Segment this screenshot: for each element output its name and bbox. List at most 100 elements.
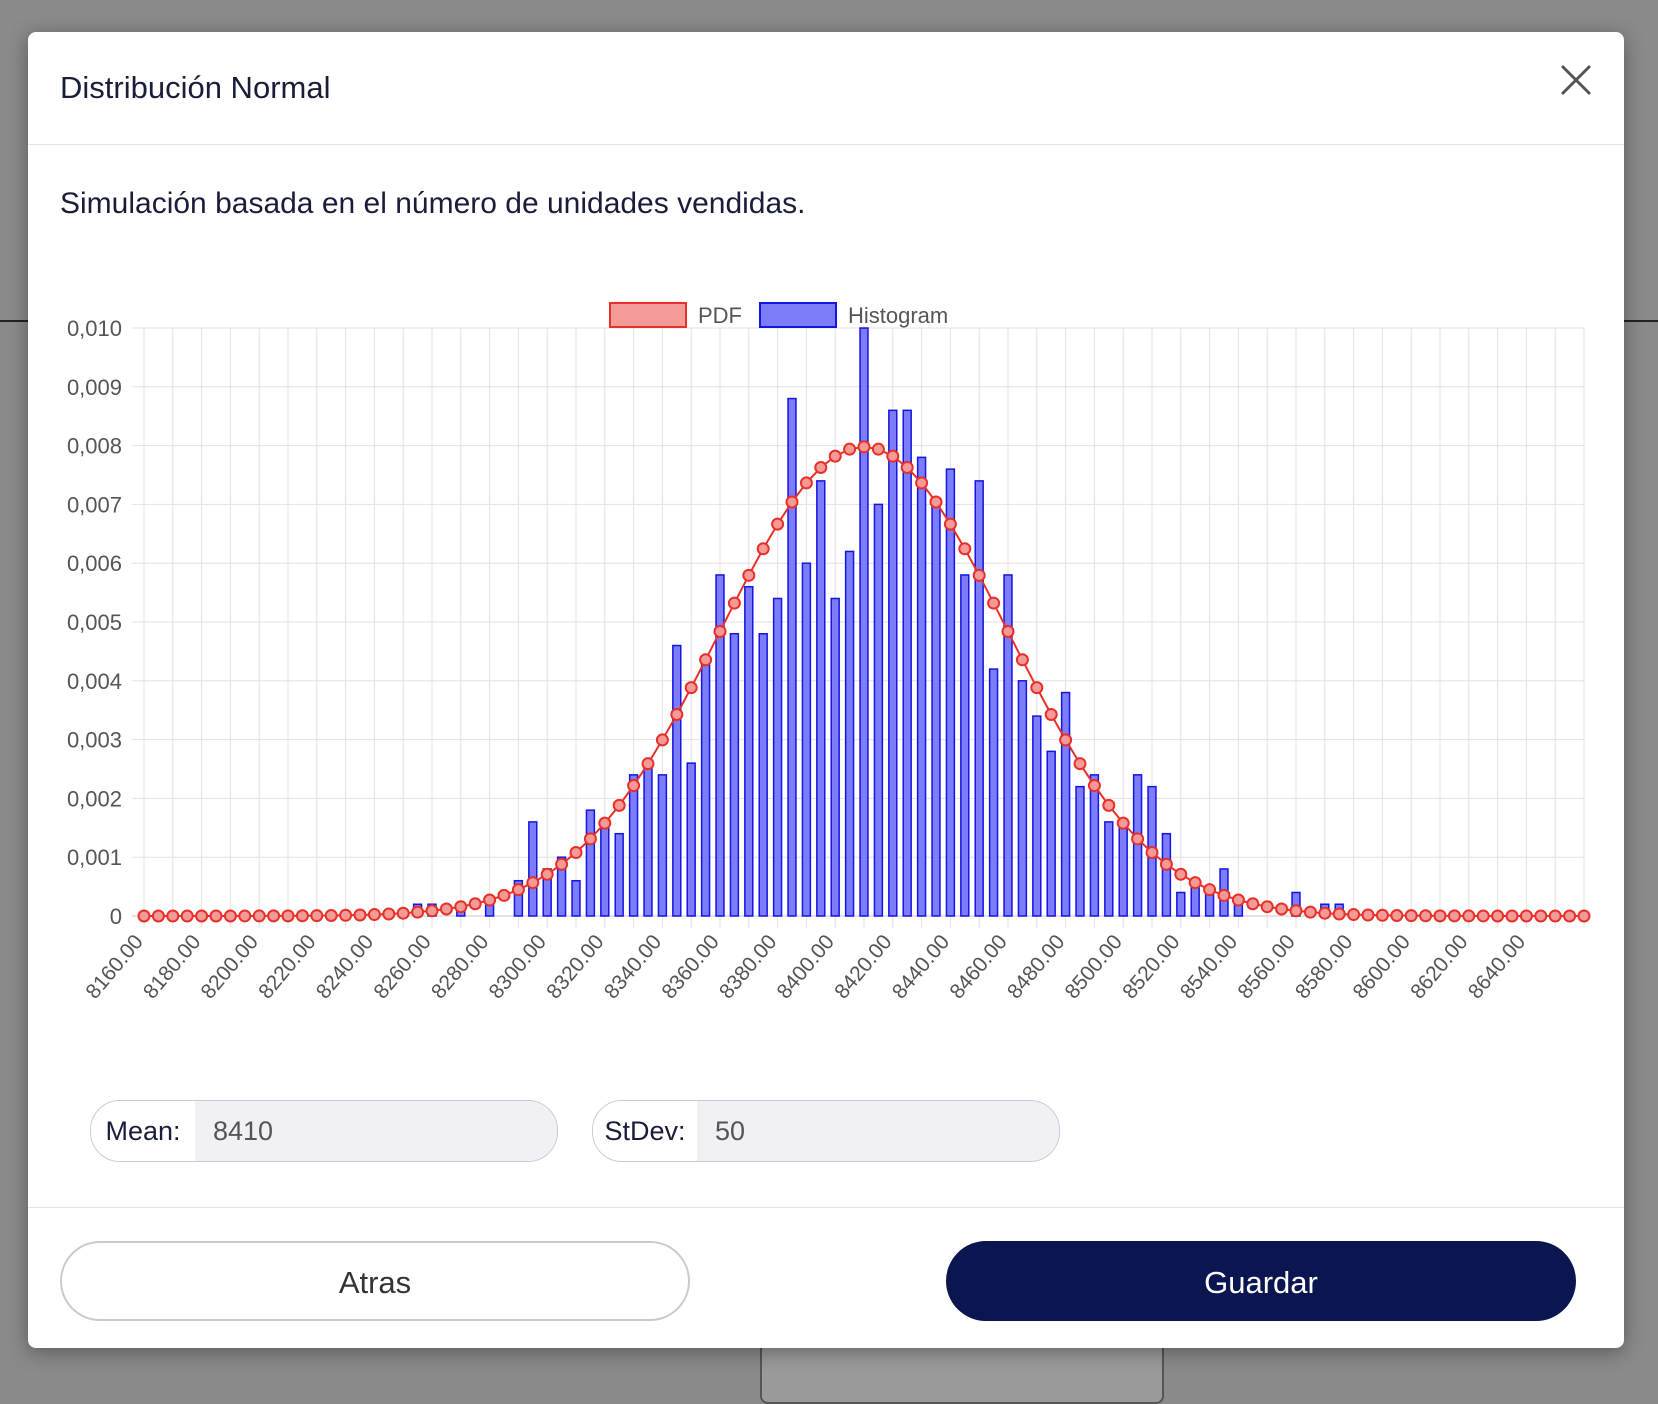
pdf-point <box>699 653 713 667</box>
histogram-bar <box>614 832 624 917</box>
pdf-point <box>727 596 741 610</box>
stdev-input[interactable] <box>697 1101 1059 1161</box>
pdf-point <box>166 909 180 923</box>
pdf-point <box>1390 909 1404 923</box>
pdf-point <box>1303 905 1317 919</box>
mean-input-group: Mean: <box>90 1100 558 1162</box>
pdf-point <box>814 460 828 474</box>
pdf-point <box>1231 893 1245 907</box>
histogram-bar <box>729 633 740 917</box>
pdf-point <box>1217 888 1231 902</box>
histogram-bar <box>585 809 596 917</box>
x-tick-label: 8200.00 <box>197 930 263 1003</box>
pdf-point <box>713 624 727 638</box>
modal-subtitle: Simulación basada en el número de unidad… <box>60 187 806 220</box>
histogram-bar <box>1046 750 1056 917</box>
histogram-bar <box>787 397 797 917</box>
y-tick-label: 0,003 <box>67 728 122 753</box>
pdf-point <box>382 907 396 921</box>
modal-footer: Atras Guardar <box>28 1207 1624 1348</box>
x-tick-label: 8360.00 <box>657 930 723 1003</box>
pdf-point <box>1102 798 1116 812</box>
histogram-bar <box>931 503 941 917</box>
histogram-bar <box>988 668 999 917</box>
pdf-point <box>555 857 569 871</box>
x-tick-label: 8600.00 <box>1349 930 1415 1003</box>
y-tick-label: 0,009 <box>67 375 122 400</box>
pdf-point <box>857 440 871 454</box>
histogram-bar <box>1089 774 1100 917</box>
pdf-point <box>843 442 857 456</box>
pdf-point <box>1375 908 1389 922</box>
y-tick-label: 0,005 <box>67 610 122 635</box>
histogram-bar <box>1161 832 1172 917</box>
pdf-point <box>1188 876 1202 890</box>
pdf-point <box>1332 907 1346 921</box>
x-tick-label: 8620.00 <box>1406 930 1472 1003</box>
pdf-point <box>1462 909 1476 923</box>
histogram-bar <box>844 550 855 917</box>
pdf-point <box>871 442 885 456</box>
pdf-point <box>1131 832 1145 846</box>
x-tick-label: 8420.00 <box>830 930 896 1003</box>
pdf-point <box>425 904 439 918</box>
mean-input[interactable] <box>195 1101 557 1161</box>
close-button[interactable] <box>1556 60 1596 100</box>
pdf-point <box>1419 909 1433 923</box>
x-tick-label: 8180.00 <box>139 930 205 1003</box>
pdf-point <box>1563 909 1577 923</box>
pdf-point <box>627 779 641 793</box>
pdf-point <box>209 909 223 923</box>
pdf-point <box>252 909 266 923</box>
pdf-point <box>1318 906 1332 920</box>
pdf-point <box>1073 757 1087 771</box>
x-tick-label: 8240.00 <box>312 930 378 1003</box>
histogram-bar <box>945 468 956 917</box>
modal-header: Distribución Normal <box>28 32 1624 145</box>
pdf-point <box>1145 846 1159 860</box>
pdf-point <box>1347 908 1361 922</box>
x-tick-label: 8380.00 <box>715 930 781 1003</box>
histogram-bar <box>816 480 826 917</box>
pdf-point <box>223 909 237 923</box>
pdf-point <box>195 909 209 923</box>
pdf-point <box>1260 900 1274 914</box>
x-tick-label: 8460.00 <box>945 930 1011 1003</box>
save-button[interactable]: Guardar <box>946 1241 1576 1321</box>
pdf-point <box>1433 909 1447 923</box>
pdf-point <box>771 517 785 531</box>
pdf-point <box>295 909 309 923</box>
normal-distribution-modal: Distribución Normal Simulación basada en… <box>28 32 1624 1348</box>
pdf-point <box>180 909 194 923</box>
back-button[interactable]: Atras <box>60 1241 690 1321</box>
histogram-bar <box>1075 785 1085 917</box>
pdf-point <box>483 893 497 907</box>
pdf-point <box>1116 816 1130 830</box>
pdf-point <box>1491 909 1505 923</box>
histogram-bar <box>528 821 538 917</box>
pdf-point <box>1059 733 1073 747</box>
pdf-point <box>137 909 151 923</box>
histogram-bar <box>1104 821 1114 917</box>
histogram-bar <box>859 327 869 917</box>
pdf-point <box>1001 624 1015 638</box>
histogram-bar <box>960 574 970 917</box>
pdf-point <box>1030 681 1044 695</box>
histogram-bar <box>571 879 581 917</box>
pdf-point <box>310 909 324 923</box>
histogram-bar <box>902 409 912 917</box>
pdf-point <box>742 568 756 582</box>
pdf-point <box>1548 909 1562 923</box>
x-tick-label: 8340.00 <box>600 930 666 1003</box>
histogram-bar <box>801 562 812 917</box>
pdf-point <box>540 867 554 881</box>
pdf-point <box>511 883 525 897</box>
pdf-point <box>1577 909 1591 923</box>
x-tick-label: 8560.00 <box>1233 930 1299 1003</box>
x-tick-label: 8160.00 <box>81 930 147 1003</box>
backdrop-card <box>760 1340 1164 1404</box>
legend-swatch-pdf <box>609 302 687 328</box>
histogram-bar <box>556 856 567 917</box>
pdf-point <box>1015 653 1029 667</box>
pdf-point <box>367 908 381 922</box>
